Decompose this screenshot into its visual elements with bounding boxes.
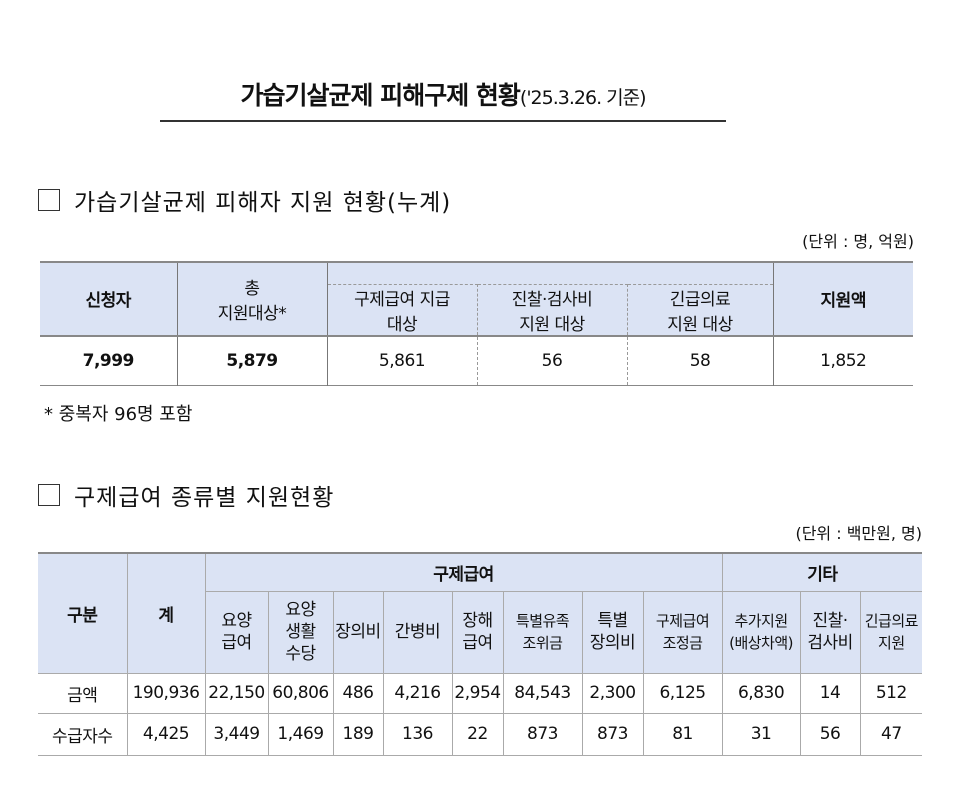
header-emergency-target: 긴급의료 지원 대상	[626, 283, 774, 337]
table-cell: 2,300	[581, 672, 644, 714]
table-cell: 486	[332, 672, 384, 714]
column-header: 요양 생활 수당	[267, 590, 334, 674]
column-header: 특별유족 조위금	[502, 590, 583, 674]
row-label: 금액	[38, 672, 128, 714]
table-cell: 512	[859, 672, 923, 714]
table-cell: 31	[721, 712, 801, 756]
header-total-target: 총 지원대상*	[176, 262, 328, 337]
value-applicants: 7,999	[40, 335, 178, 386]
table-cell: 22	[451, 712, 504, 756]
section1-heading: 가습기살균제 피해자 지원 현황(누계)	[38, 183, 451, 217]
value-support-amount: 1,852	[772, 335, 914, 386]
table-cell: 47	[859, 712, 923, 756]
column-header: 구제급여 조정금	[642, 590, 723, 674]
column-header: 추가지원 (배상차액)	[721, 590, 801, 674]
table-cell: 60,806	[267, 672, 334, 714]
column-header: 긴급의료 지원	[859, 590, 923, 674]
header-relief-target: 구제급여 지급 대상	[326, 283, 478, 337]
column-header: 진찰· 검사비	[799, 590, 861, 674]
support-status-table: 신청자 총 지원대상* 지원액 구제급여 지급 대상 진찰·검사비 지원 대상 긴급의…	[40, 261, 914, 386]
row-label: 수급자수	[38, 712, 128, 756]
header-relief-benefits: 구제급여	[204, 552, 723, 592]
footnote: * 중복자 96명 포함	[44, 404, 193, 425]
column-header: 간병비	[382, 590, 453, 674]
column-header: 요양 급여	[205, 590, 269, 674]
header-other: 기타	[721, 552, 923, 592]
table-cell: 6,830	[721, 672, 801, 714]
section1-title: 가습기살균제 피해자 지원 현황(누계)	[74, 190, 452, 216]
table-cell: 189	[332, 712, 384, 756]
table-cell: 873	[581, 712, 644, 756]
title-main: 가습기살균제 피해구제 현황	[240, 81, 520, 110]
table-cell: 56	[799, 712, 861, 756]
table-cell: 190,936	[126, 672, 206, 714]
checkbox-square-icon	[38, 484, 60, 506]
checkbox-square-icon	[38, 189, 60, 211]
title-date: ('25.3.26. 기준)	[519, 87, 647, 109]
header-exam-target: 진찰·검사비 지원 대상	[476, 283, 628, 337]
table-cell: 136	[382, 712, 453, 756]
header-applicants: 신청자	[40, 262, 178, 337]
table-cell: 22,150	[204, 672, 269, 714]
table-cell: 14	[799, 672, 861, 714]
header-support-amount: 지원액	[772, 262, 914, 337]
value-emergency-target: 58	[626, 335, 774, 386]
table-cell: 873	[502, 712, 583, 756]
table-cell: 1,469	[267, 712, 334, 756]
relief-type-table: 구분 계 구제급여 기타 요양 급여 요양 생활 수당 장의비 간병비 장해 급여 특별유족 조위금…	[38, 552, 923, 756]
value-total-target: 5,879	[176, 335, 328, 386]
value-relief-target: 5,861	[326, 335, 478, 386]
section2-unit: (단위 : 백만원, 명)	[795, 524, 922, 543]
table-cell: 4,216	[382, 672, 453, 714]
section2-title: 구제급여 종류별 지원현황	[74, 485, 335, 511]
table-cell: 84,543	[502, 672, 583, 714]
section1-unit: (단위 : 명, 억원)	[802, 232, 914, 251]
section2-heading: 구제급여 종류별 지원현황	[38, 478, 334, 512]
column-header: 장해 급여	[451, 590, 504, 674]
table-cell: 6,125	[642, 672, 723, 714]
value-exam-target: 56	[476, 335, 628, 386]
table-cell: 81	[642, 712, 723, 756]
column-header: 장의비	[332, 590, 384, 674]
table-cell: 4,425	[126, 712, 206, 756]
column-header: 특별 장의비	[581, 590, 644, 674]
table-cell: 3,449	[204, 712, 269, 756]
header-total: 계	[126, 552, 206, 674]
table-cell: 2,954	[451, 672, 504, 714]
header-category: 구분	[38, 552, 128, 674]
page-title: 가습기살균제 피해구제 현황('25.3.26. 기준)	[160, 76, 726, 122]
